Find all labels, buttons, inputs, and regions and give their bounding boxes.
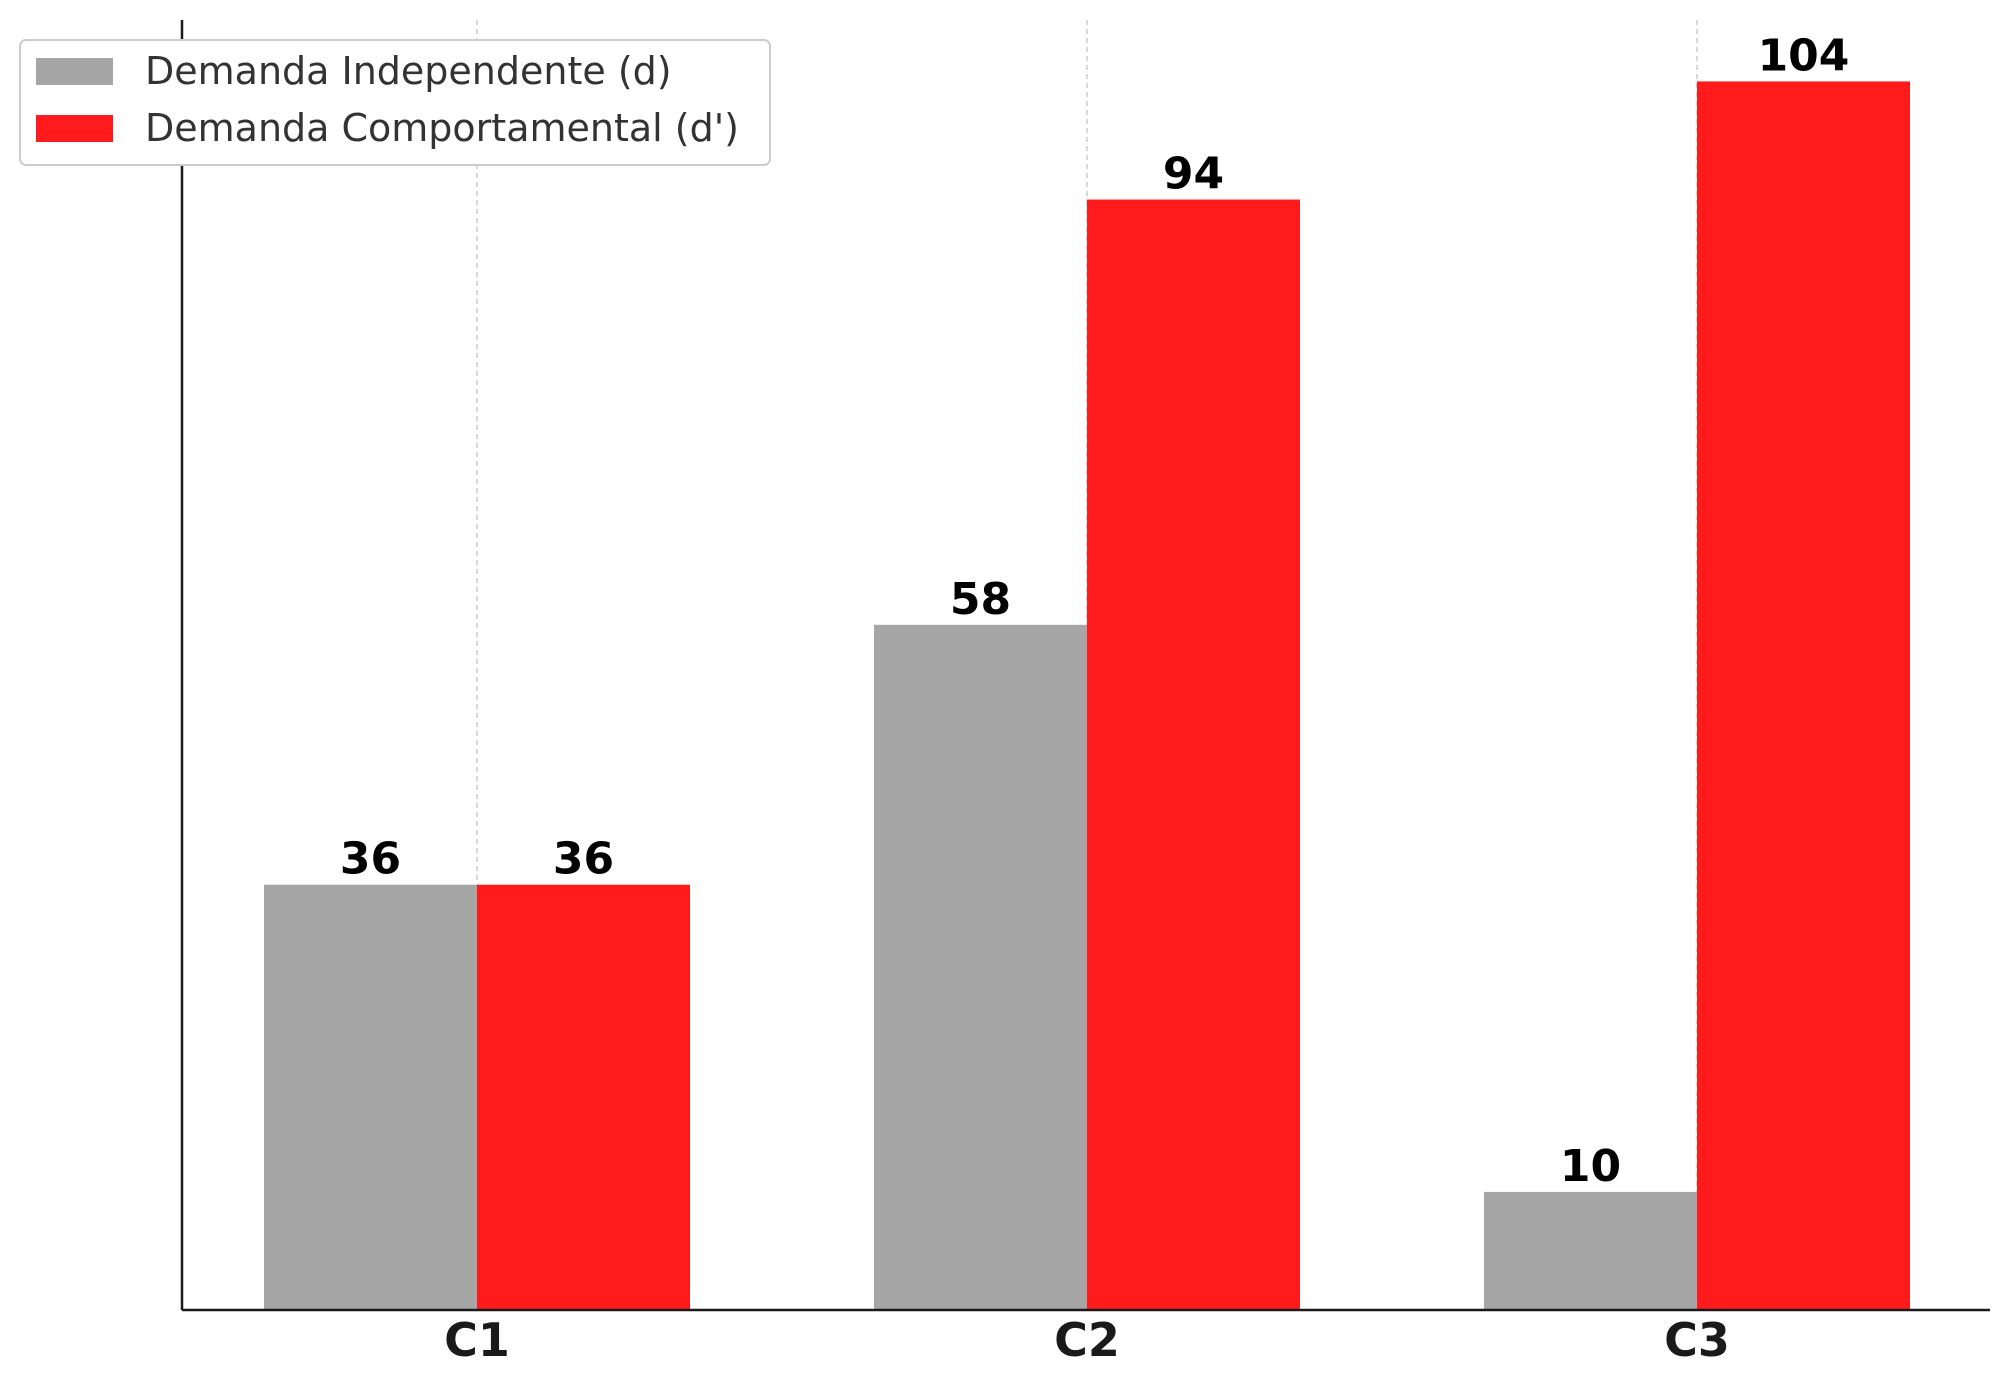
legend-swatch-independente [36, 58, 113, 85]
axes [180, 20, 1990, 1312]
bar-label-independente-c3: 10 [1560, 1141, 1621, 1192]
bar-comportamental-c3 [1697, 81, 1910, 1310]
legend-label-comportamental: Demanda Comportamental (d') [145, 106, 739, 150]
bar-value-labels: 36 36 58 94 10 104 [340, 30, 1850, 1191]
x-tick-labels: C1 C2 C3 [444, 1313, 1730, 1367]
bar-independente-c3 [1484, 1191, 1697, 1310]
legend: Demanda Independente (d) Demanda Comport… [19, 39, 771, 166]
bar-label-independente-c1: 36 [340, 834, 401, 885]
bar-independente-c1 [264, 884, 477, 1310]
legend-swatch-comportamental [36, 115, 113, 142]
bar-label-comportamental-c2: 94 [1163, 149, 1224, 200]
bar-label-independente-c2: 58 [950, 574, 1011, 625]
x-tick-label-c1: C1 [444, 1313, 510, 1367]
bar-independente-c2 [874, 624, 1087, 1310]
bar-label-comportamental-c1: 36 [553, 834, 614, 885]
bar-comportamental-c1 [477, 884, 690, 1310]
bar-comportamental-c2 [1087, 199, 1300, 1311]
legend-label-independente: Demanda Independente (d) [145, 49, 672, 93]
bar-label-comportamental-c3: 104 [1758, 30, 1850, 81]
legend-frame [19, 39, 771, 166]
x-tick-label-c2: C2 [1054, 1313, 1120, 1367]
bars [264, 81, 1910, 1311]
x-tick-label-c3: C3 [1664, 1313, 1730, 1367]
